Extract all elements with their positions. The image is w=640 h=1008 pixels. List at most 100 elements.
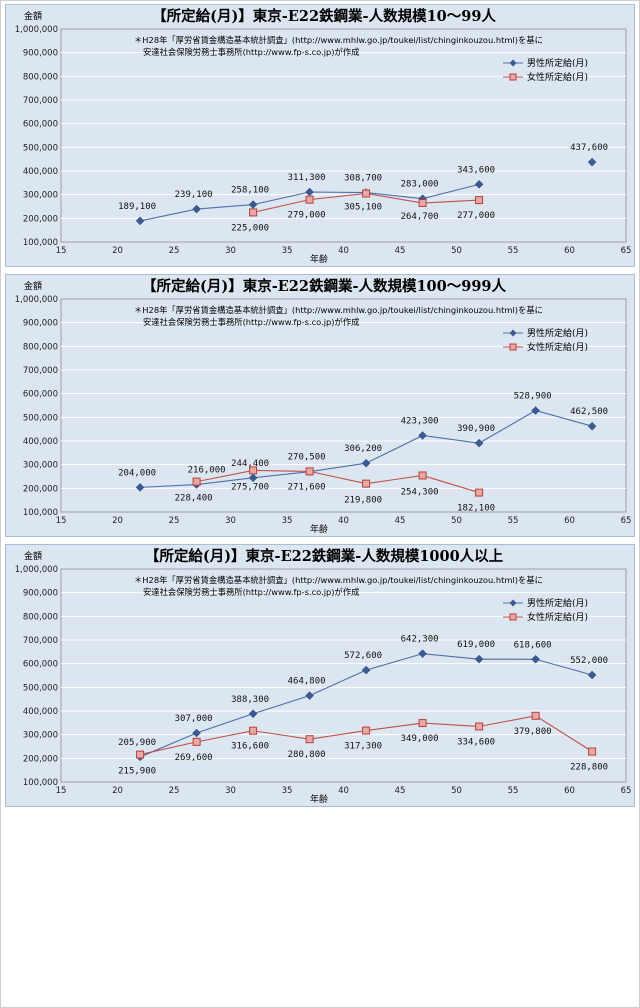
data-point-male (305, 691, 314, 701)
x-tick-label: 45 (395, 516, 406, 526)
plot-area (60, 298, 627, 513)
x-tick-label: 25 (169, 246, 180, 256)
chart-title: 【所定給(月)】東京-E22鉄鋼業-人数規模100～999人 (142, 277, 507, 295)
data-point-male (418, 649, 427, 659)
legend-marker-male (509, 59, 517, 67)
y-tick-label: 300,000 (23, 731, 58, 741)
chart-panel-2: 100,000 200,000 300,000 400,000 500,000 600,0… (5, 274, 635, 537)
data-label: 215,900 (118, 767, 156, 777)
data-point-female (362, 726, 371, 735)
x-tick-label: 15 (56, 786, 67, 796)
y-tick-label: 400,000 (23, 707, 58, 717)
data-label: 244,400 (231, 459, 269, 469)
data-label: 239,100 (175, 190, 213, 200)
source-note: 安達社会保険労務士事務所(http://www.fp-s.co.jp)が作成 (143, 317, 359, 327)
data-point-male (248, 709, 258, 719)
chart-svg: 100,000 200,000 300,000 400,000 500,000 600,0… (15, 277, 632, 535)
x-tick-label: 25 (169, 786, 180, 796)
data-label: 334,600 (457, 737, 495, 747)
y-tick-label: 400,000 (23, 167, 58, 177)
y-tick-label: 900,000 (23, 49, 58, 59)
x-tick-label: 65 (621, 786, 632, 796)
x-tick-label: 25 (169, 516, 180, 526)
data-point-male (135, 216, 145, 226)
data-point-female (588, 747, 597, 756)
data-label: 275,700 (231, 482, 269, 492)
source-note: ＊H28年「厚労省賃金構造基本統計調査」(http://www.mhlw.go.… (134, 305, 543, 315)
x-tick-label: 40 (338, 786, 349, 796)
data-point-male (474, 179, 484, 189)
x-tick-label: 30 (225, 786, 236, 796)
data-label: 379,800 (514, 727, 552, 737)
data-label: 189,100 (118, 202, 156, 212)
x-tick-label: 20 (112, 246, 123, 256)
data-label: 270,500 (288, 453, 326, 463)
legend-marker-female (509, 73, 517, 81)
x-tick-label: 55 (508, 786, 519, 796)
y-tick-label: 200,000 (23, 214, 58, 224)
x-tick-label: 50 (451, 516, 462, 526)
legend-label: 女性所定給(月) (527, 341, 588, 353)
data-label: 228,800 (570, 763, 608, 773)
x-tick-label: 60 (564, 246, 575, 256)
x-axis-label: 年齢 (310, 253, 328, 265)
data-label: 277,000 (457, 211, 495, 221)
legend-label: 女性所定給(月) (527, 71, 588, 83)
data-point-female (305, 195, 314, 204)
x-tick-label: 60 (564, 786, 575, 796)
x-tick-label: 20 (112, 786, 123, 796)
data-label: 388,300 (231, 695, 269, 705)
data-label: 205,900 (118, 738, 156, 748)
x-tick-label: 60 (564, 516, 575, 526)
y-tick-label: 1,000,000 (15, 25, 58, 35)
data-label: 316,600 (231, 742, 269, 752)
y-tick-label: 700,000 (23, 366, 58, 376)
data-point-male (135, 483, 145, 492)
chart-panel-1: 100,000 200,000 300,000 400,000 500,000 600,0… (5, 4, 635, 267)
y-tick-label: 200,000 (23, 754, 58, 764)
x-tick-label: 15 (56, 516, 67, 526)
data-label: 349,000 (401, 734, 439, 744)
chart-svg: 100,000 200,000 300,000 400,000 500,000 600,0… (15, 7, 632, 265)
source-note: 安達社会保険労務士事務所(http://www.fp-s.co.jp)が作成 (143, 47, 359, 57)
data-point-female (305, 735, 314, 744)
data-point-male (531, 406, 540, 415)
data-point-female (249, 726, 258, 735)
data-label: 552,000 (570, 656, 608, 666)
data-point-male (587, 157, 597, 167)
x-tick-label: 50 (451, 246, 462, 256)
y-tick-label: 300,000 (23, 191, 58, 201)
data-point-male (192, 728, 201, 738)
data-point-female (192, 477, 201, 486)
data-point-female (136, 750, 145, 759)
data-point-male (248, 473, 258, 483)
data-label: 271,600 (288, 482, 326, 492)
series-line (196, 469, 480, 494)
data-label: 216,000 (188, 466, 226, 476)
x-tick-label: 35 (282, 246, 293, 256)
data-label: 258,100 (231, 186, 269, 196)
x-tick-label: 35 (282, 786, 293, 796)
plot-area (60, 568, 627, 783)
data-point-male (361, 665, 371, 675)
data-point-male (531, 654, 540, 664)
data-point-female (362, 189, 371, 198)
data-label: 228,400 (175, 494, 213, 504)
legend-label: 男性所定給(月) (527, 327, 588, 339)
y-tick-label: 1,000,000 (15, 295, 58, 305)
source-note: ＊H28年「厚労省賃金構造基本統計調査」(http://www.mhlw.go.… (134, 575, 543, 585)
data-label: 423,300 (401, 416, 439, 426)
x-tick-label: 20 (112, 516, 123, 526)
data-label: 279,000 (288, 211, 326, 221)
data-point-female (305, 467, 314, 476)
data-point-male (418, 431, 427, 440)
data-label: 343,600 (457, 165, 495, 175)
legend-marker-male (509, 329, 517, 337)
data-label: 307,000 (175, 714, 213, 724)
y-tick-label: 800,000 (23, 612, 58, 622)
y-tick-label: 900,000 (23, 319, 58, 329)
data-point-male (587, 421, 597, 431)
x-tick-label: 65 (621, 516, 632, 526)
data-point-female (362, 479, 371, 488)
data-point-female (418, 471, 427, 480)
